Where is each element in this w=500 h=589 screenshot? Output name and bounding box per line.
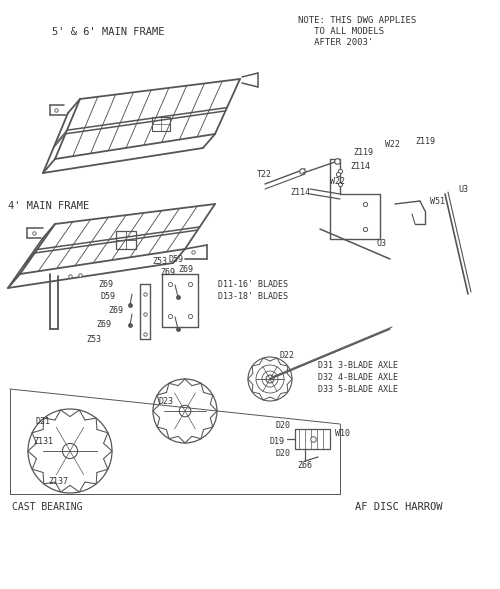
Bar (295, 429, 330, 449)
Text: Z69: Z69 (108, 306, 123, 315)
Text: D21: D21 (35, 416, 50, 425)
Bar (152, 117, 170, 131)
Text: D31 3-BLADE AXLE: D31 3-BLADE AXLE (318, 360, 398, 369)
Text: Z119: Z119 (353, 147, 373, 157)
Text: D11-16' BLADES: D11-16' BLADES (218, 280, 288, 289)
Bar (116, 230, 136, 249)
Text: Z119: Z119 (415, 137, 435, 145)
Text: W22: W22 (330, 177, 345, 186)
Text: Z69: Z69 (98, 280, 113, 289)
Text: Z53: Z53 (152, 256, 167, 266)
Text: D20: D20 (276, 448, 291, 458)
Text: D20: D20 (276, 422, 291, 431)
Text: D22: D22 (280, 350, 295, 359)
Text: Z114: Z114 (350, 161, 370, 170)
Text: U3: U3 (376, 239, 386, 247)
Text: D59: D59 (100, 292, 115, 300)
Text: Z69: Z69 (178, 264, 193, 273)
Text: 5' & 6' MAIN FRAME: 5' & 6' MAIN FRAME (52, 27, 164, 37)
Circle shape (179, 405, 191, 417)
Text: W22: W22 (385, 140, 400, 148)
Text: Z137: Z137 (48, 477, 68, 485)
Text: T22: T22 (257, 170, 272, 178)
Text: Z131: Z131 (33, 436, 53, 445)
Text: 4' MAIN FRAME: 4' MAIN FRAME (8, 201, 89, 211)
Text: AF DISC HARROW: AF DISC HARROW (355, 502, 442, 512)
Text: D59: D59 (168, 254, 183, 263)
Text: D13-18' BLADES: D13-18' BLADES (218, 292, 288, 300)
Text: AFTER 2003': AFTER 2003' (298, 38, 373, 47)
Text: Z69: Z69 (96, 319, 111, 329)
Text: U3: U3 (458, 184, 468, 194)
Text: Z114: Z114 (290, 187, 310, 197)
Text: D23: D23 (158, 396, 173, 405)
Text: W10: W10 (335, 429, 350, 438)
Text: D32 4-BLADE AXLE: D32 4-BLADE AXLE (318, 372, 398, 382)
Circle shape (266, 375, 274, 383)
Text: Z53: Z53 (86, 335, 101, 343)
Text: CAST BEARING: CAST BEARING (12, 502, 82, 512)
Text: TO ALL MODELS: TO ALL MODELS (298, 27, 384, 35)
Circle shape (62, 444, 78, 459)
Text: D33 5-BLADE AXLE: D33 5-BLADE AXLE (318, 385, 398, 393)
Text: Z69: Z69 (160, 267, 175, 276)
Text: Z66: Z66 (297, 462, 312, 471)
Text: W51: W51 (430, 197, 445, 206)
Text: D19: D19 (270, 436, 285, 445)
Text: NOTE: THIS DWG APPLIES: NOTE: THIS DWG APPLIES (298, 15, 416, 25)
